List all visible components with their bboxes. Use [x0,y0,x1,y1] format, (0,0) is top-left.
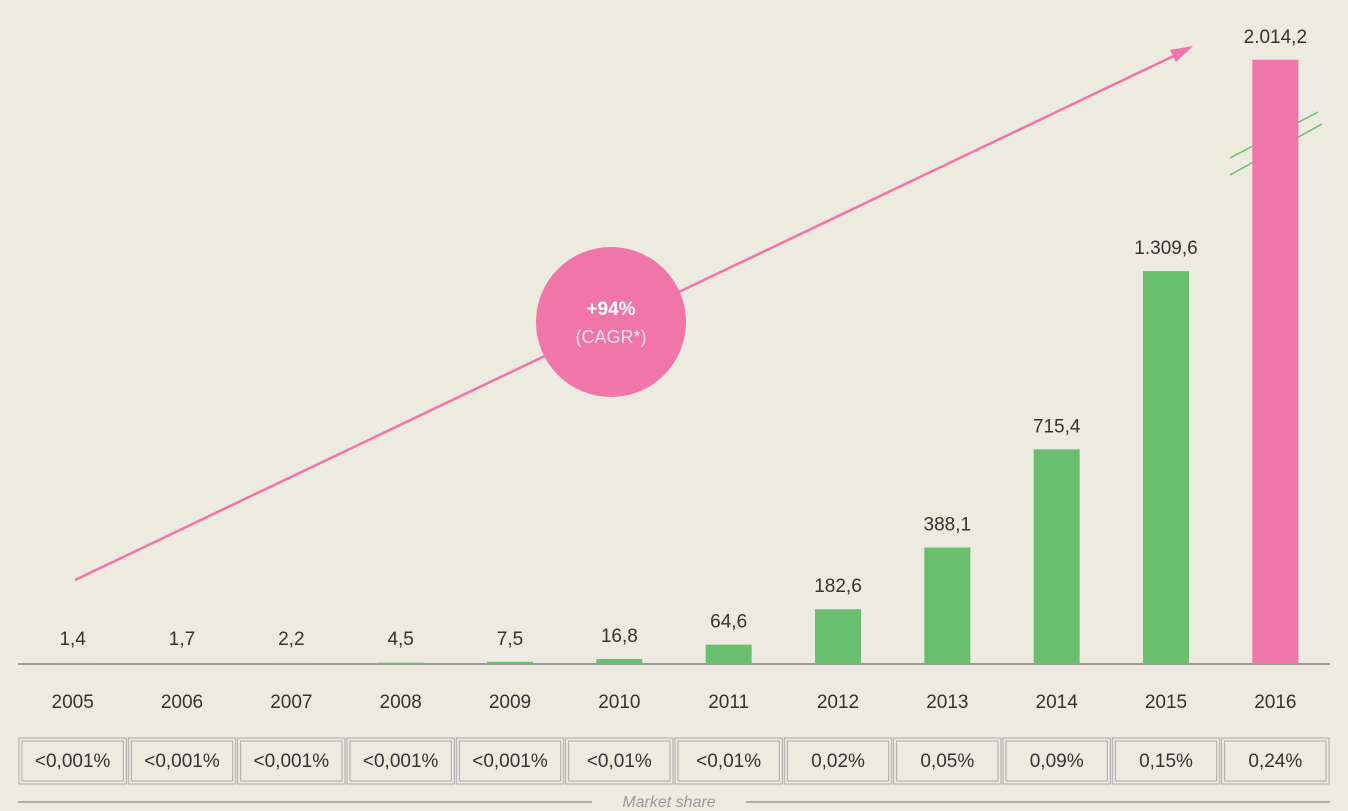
share-box [127,737,237,785]
share-box-inner [896,740,999,782]
share-box-inner [568,740,671,782]
share-box [455,737,565,785]
share-label: 0,05% [920,751,974,772]
x-tick-label: 2007 [270,692,312,713]
value-label: 64,6 [710,612,747,633]
value-label: 2.014,2 [1244,27,1307,48]
share-label: 0,15% [1139,751,1193,772]
share-box [1111,737,1221,785]
bar [1033,449,1080,664]
share-box [1002,737,1111,785]
share-box-inner [21,740,124,782]
value-label: 182,6 [814,576,862,597]
cagr-badge [536,247,686,397]
value-label: 715,4 [1033,416,1081,437]
value-label: 1,7 [169,629,195,650]
share-box [674,737,783,785]
share-box [783,737,893,785]
bar [487,661,533,664]
share-label: <0,001% [35,751,111,772]
bar [1143,271,1189,664]
share-label: <0,01% [587,751,652,772]
value-label: 388,1 [924,515,972,536]
share-box-inner [677,740,780,782]
x-tick-label: 2011 [708,692,749,713]
value-label: 1.309,6 [1134,238,1197,259]
x-tick-label: 2013 [926,692,968,713]
bar [924,547,971,664]
share-box-inner [1114,740,1218,782]
cagr-value: +94% [586,299,635,320]
share-box-inner [458,740,562,782]
share-box-inner [130,740,234,782]
share-label: <0,001% [254,751,330,772]
share-label: 0,02% [811,751,865,772]
bar [159,663,205,664]
share-box [565,737,674,785]
cagr-label: (CAGR*) [576,327,647,347]
share-label: <0,01% [696,751,761,772]
bar [815,609,861,664]
x-tick-label: 2008 [380,692,422,713]
share-box-inner [240,740,343,782]
share-label: <0,001% [363,751,439,772]
share-label: 0,24% [1248,751,1302,772]
share-label: <0,001% [472,751,548,772]
share-box [346,737,455,785]
x-tick-label: 2016 [1254,692,1296,713]
value-label: 4,5 [387,629,413,650]
value-label: 2,2 [278,629,304,650]
x-tick-label: 2010 [598,692,640,713]
value-label: 1,4 [59,629,86,650]
bar [268,663,315,664]
footer-label: Market share [622,794,715,811]
share-box-inner [1005,740,1108,782]
share-box-inner [786,740,890,782]
share-label: 0,09% [1030,751,1084,772]
x-tick-label: 2009 [489,692,531,713]
share-box [18,737,127,785]
x-tick-label: 2014 [1036,692,1079,713]
share-box-inner [1224,740,1327,782]
x-tick-label: 2006 [161,692,203,713]
share-box [1221,737,1330,785]
value-label: 7,5 [497,629,523,650]
value-label: 16,8 [601,626,638,647]
share-label: <0,001% [144,751,220,772]
share-box [237,737,346,785]
x-tick-label: 2005 [52,692,94,713]
bar [377,662,424,664]
bar [705,644,752,664]
x-tick-label: 2015 [1145,692,1187,713]
x-tick-label: 2012 [817,692,859,713]
bar [596,658,643,664]
share-box-inner [349,740,452,782]
bar [1252,59,1299,665]
share-box [893,737,1002,785]
arrow-head [1170,46,1193,62]
